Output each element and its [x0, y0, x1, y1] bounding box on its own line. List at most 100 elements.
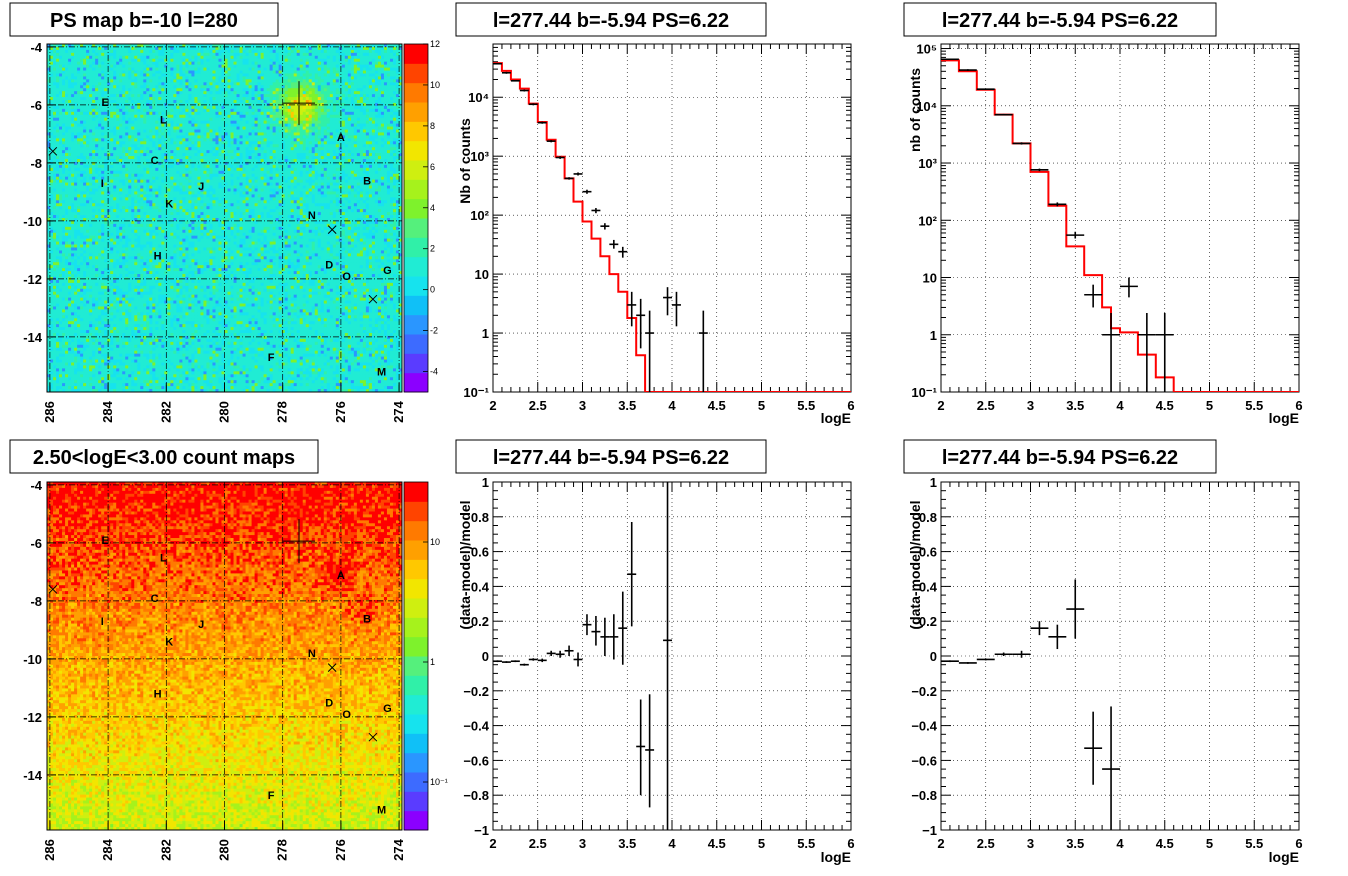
map-pixel [326, 61, 331, 66]
map-pixel [353, 120, 358, 125]
map-pixel [152, 153, 156, 157]
map-pixel [383, 85, 388, 89]
map-pixel [293, 67, 298, 71]
map-pixel [68, 132, 72, 136]
map-pixel [113, 114, 117, 119]
map-pixel [359, 79, 364, 83]
map-pixel [209, 97, 213, 101]
map-pixel [260, 58, 265, 63]
map-pixel [218, 138, 222, 142]
map-pixel [77, 132, 81, 136]
map-pixel [152, 49, 156, 54]
map-pixel [83, 147, 87, 151]
map-pixel [74, 111, 78, 116]
map-pixel [149, 129, 153, 133]
map-pixel [119, 49, 123, 54]
map-pixel [209, 73, 213, 77]
map-pixel [101, 114, 105, 119]
map-pixel [395, 88, 400, 92]
map-pixel [83, 108, 87, 113]
map-pixel [185, 123, 189, 127]
map-pixel [119, 164, 123, 169]
map-pixel [125, 156, 129, 160]
map-pixel [299, 126, 304, 130]
map-pixel [302, 138, 307, 142]
map-pixel [275, 67, 280, 71]
map-pixel [71, 64, 75, 68]
map-pixel [281, 161, 286, 166]
map-pixel [77, 123, 81, 127]
map-pixel [194, 150, 198, 154]
map-pixel [68, 79, 72, 83]
map-pixel [287, 64, 292, 68]
map-pixel [311, 64, 316, 68]
map-pixel [329, 49, 334, 54]
map-pixel [368, 44, 373, 48]
map-pixel [293, 141, 298, 145]
map-pixel [233, 114, 237, 119]
map-pixel [305, 123, 310, 127]
map-pixel [83, 114, 87, 119]
map-pixel [65, 129, 69, 133]
map-pixel [305, 135, 310, 139]
map-pixel [158, 111, 162, 116]
map-pixel [146, 100, 150, 104]
map-pixel [218, 91, 222, 95]
map-pixel [59, 100, 63, 104]
map-pixel [389, 46, 394, 51]
map-pixel [263, 117, 268, 122]
map-pixel [140, 73, 144, 77]
map-pixel [332, 120, 337, 125]
map-pixel [386, 135, 391, 139]
map-pixel [323, 156, 328, 160]
map-pixel [146, 164, 150, 169]
map-pixel [296, 159, 301, 163]
map-pixel [80, 79, 84, 83]
map-pixel [101, 117, 105, 122]
map-pixel [188, 73, 192, 77]
map-pixel [347, 117, 352, 122]
map-pixel [89, 46, 93, 51]
map-pixel [368, 88, 373, 92]
map-pixel [386, 61, 391, 66]
map-pixel [89, 100, 93, 104]
map-pixel [155, 123, 159, 127]
map-pixel [335, 73, 340, 77]
map-pixel [257, 129, 261, 133]
map-pixel [278, 58, 283, 63]
map-pixel [218, 82, 222, 86]
map-pixel [251, 79, 255, 83]
map-pixel [119, 156, 123, 160]
map-pixel [194, 164, 198, 169]
map-pixel [392, 114, 397, 119]
map-pixel [77, 49, 81, 54]
map-pixel [209, 79, 213, 83]
map-pixel [68, 100, 72, 104]
map-pixel [248, 153, 252, 157]
map-pixel [296, 117, 301, 122]
map-pixel [170, 85, 174, 89]
map-pixel [332, 123, 337, 127]
map-pixel [377, 141, 382, 145]
map-pixel [338, 55, 343, 60]
map-pixel [80, 150, 84, 154]
map-pixel [59, 161, 63, 166]
map-pixel [332, 55, 337, 60]
map-pixel [242, 132, 246, 136]
map-pixel [296, 73, 301, 77]
map-pixel [161, 88, 165, 92]
map-pixel [380, 46, 385, 51]
map-pixel [365, 55, 370, 60]
map-pixel [158, 55, 162, 60]
map-pixel [254, 49, 258, 54]
map-pixel [347, 100, 352, 104]
map-pixel [122, 94, 126, 98]
map-pixel [281, 156, 286, 160]
map-pixel [263, 58, 268, 63]
map-pixel [257, 141, 261, 145]
map-pixel [152, 58, 156, 63]
map-pixel [335, 123, 340, 127]
map-pixel [197, 44, 201, 48]
map-pixel [143, 114, 147, 119]
map-pixel [149, 55, 153, 60]
